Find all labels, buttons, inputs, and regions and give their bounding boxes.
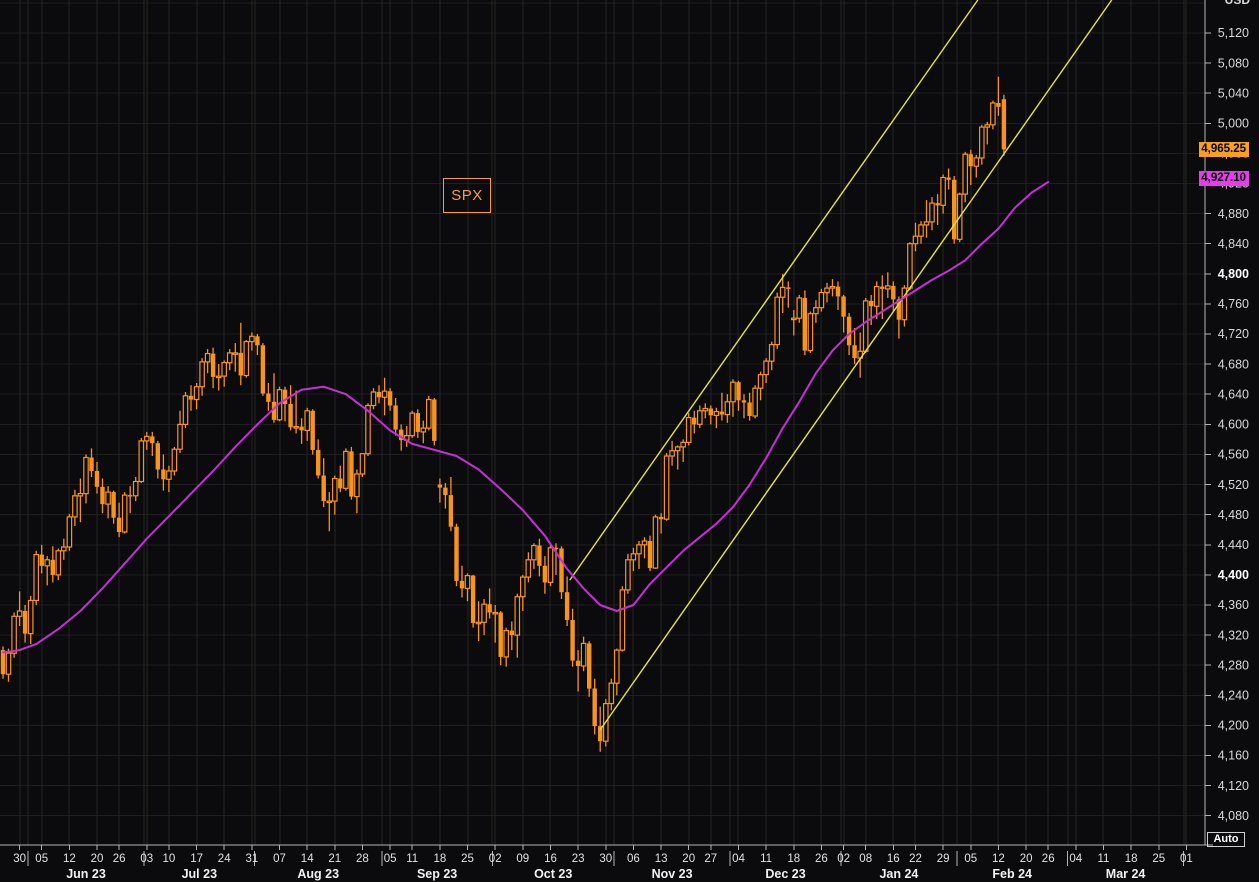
svg-text:4,120: 4,120 — [1218, 779, 1249, 793]
svg-text:4,280: 4,280 — [1218, 658, 1249, 672]
moving-average-line[interactable] — [2, 181, 1050, 654]
svg-text:Mar 24: Mar 24 — [1106, 867, 1146, 881]
last-price-badge: 4,965.25 — [1199, 141, 1249, 157]
svg-text:18: 18 — [434, 853, 447, 865]
svg-text:4,400: 4,400 — [1218, 568, 1249, 582]
svg-text:11: 11 — [406, 853, 418, 865]
svg-text:24: 24 — [218, 853, 231, 865]
svg-text:20: 20 — [1020, 853, 1033, 865]
svg-text:25: 25 — [1152, 853, 1165, 865]
svg-text:21: 21 — [328, 853, 341, 865]
svg-text:12: 12 — [992, 853, 1005, 865]
svg-text:25: 25 — [461, 853, 474, 865]
svg-text:11: 11 — [1098, 853, 1110, 865]
svg-text:Dec 23: Dec 23 — [765, 867, 805, 881]
svg-text:4,080: 4,080 — [1218, 809, 1249, 823]
svg-text:Nov 23: Nov 23 — [652, 867, 693, 881]
svg-text:4,200: 4,200 — [1218, 719, 1249, 733]
svg-text:Jun 23: Jun 23 — [66, 867, 106, 881]
svg-text:04: 04 — [1069, 853, 1082, 865]
svg-text:23: 23 — [572, 853, 585, 865]
auto-scale-button[interactable]: Auto — [1207, 832, 1245, 847]
svg-text:18: 18 — [1125, 853, 1138, 865]
svg-text:04: 04 — [732, 853, 745, 865]
svg-text:4,800: 4,800 — [1218, 267, 1249, 281]
svg-text:Oct 23: Oct 23 — [534, 867, 572, 881]
svg-text:4,360: 4,360 — [1218, 598, 1249, 612]
svg-text:09: 09 — [516, 853, 529, 865]
svg-text:4,520: 4,520 — [1218, 478, 1249, 492]
svg-text:05: 05 — [384, 853, 397, 865]
axes-layer — [0, 0, 1213, 866]
svg-text:Jan 24: Jan 24 — [879, 867, 918, 881]
spx-annotation[interactable]: SPX — [443, 178, 491, 213]
svg-text:4,320: 4,320 — [1218, 628, 1249, 642]
svg-text:26: 26 — [815, 853, 828, 865]
svg-text:20: 20 — [682, 853, 695, 865]
svg-text:4,560: 4,560 — [1218, 448, 1249, 462]
svg-text:4,720: 4,720 — [1218, 327, 1249, 341]
svg-text:30: 30 — [599, 853, 612, 865]
svg-text:5,080: 5,080 — [1218, 56, 1249, 70]
svg-text:4,880: 4,880 — [1218, 207, 1249, 221]
currency-label: USD — [1224, 0, 1250, 7]
svg-text:10: 10 — [163, 853, 176, 865]
svg-text:12: 12 — [63, 853, 76, 865]
svg-text:Aug 23: Aug 23 — [297, 867, 339, 881]
ma-value-badge: 4,927.10 — [1199, 170, 1249, 186]
svg-text:4,440: 4,440 — [1218, 538, 1249, 552]
svg-text:22: 22 — [909, 853, 922, 865]
svg-text:20: 20 — [91, 853, 104, 865]
svg-text:28: 28 — [356, 853, 369, 865]
svg-text:4,680: 4,680 — [1218, 357, 1249, 371]
svg-text:Feb 24: Feb 24 — [992, 867, 1032, 881]
axis-labels: 4,080 4,120 4,160 4,200 4,240 4,280 4,320 4,360… — [13, 26, 1249, 881]
svg-text:02: 02 — [837, 853, 850, 865]
svg-text:26: 26 — [1042, 853, 1055, 865]
svg-text:4,640: 4,640 — [1218, 387, 1249, 401]
svg-text:5,000: 5,000 — [1218, 117, 1249, 131]
svg-text:14: 14 — [301, 853, 314, 865]
svg-text:13: 13 — [655, 853, 668, 865]
svg-text:17: 17 — [190, 853, 203, 865]
svg-text:Sep 23: Sep 23 — [417, 867, 457, 881]
svg-text:4,480: 4,480 — [1218, 508, 1249, 522]
svg-text:02: 02 — [489, 853, 502, 865]
svg-text:05: 05 — [964, 853, 977, 865]
svg-text:5,120: 5,120 — [1218, 26, 1249, 40]
svg-text:18: 18 — [787, 853, 800, 865]
svg-text:11: 11 — [760, 853, 772, 865]
grid-layer — [0, 0, 1205, 845]
svg-text:06: 06 — [627, 853, 640, 865]
svg-text:01: 01 — [1180, 853, 1193, 865]
trend-channel-lines[interactable] — [569, 0, 1113, 731]
svg-text:07: 07 — [273, 853, 286, 865]
svg-text:05: 05 — [35, 853, 48, 865]
svg-text:16: 16 — [887, 853, 900, 865]
svg-text:4,840: 4,840 — [1218, 237, 1249, 251]
spx-annotation-label: SPX — [451, 187, 483, 204]
svg-text:08: 08 — [859, 853, 872, 865]
svg-text:29: 29 — [937, 853, 950, 865]
svg-text:27: 27 — [704, 853, 717, 865]
svg-text:4,760: 4,760 — [1218, 297, 1249, 311]
svg-text:4,600: 4,600 — [1218, 418, 1249, 432]
svg-text:30: 30 — [13, 853, 26, 865]
svg-text:4,160: 4,160 — [1218, 749, 1249, 763]
svg-text:31: 31 — [246, 853, 259, 865]
svg-text:Jul 23: Jul 23 — [182, 867, 217, 881]
svg-text:03: 03 — [140, 853, 153, 865]
svg-text:26: 26 — [113, 853, 126, 865]
svg-text:16: 16 — [544, 853, 557, 865]
svg-text:5,040: 5,040 — [1218, 86, 1249, 100]
candles-layer — [0, 76, 1007, 752]
svg-text:4,240: 4,240 — [1218, 689, 1249, 703]
